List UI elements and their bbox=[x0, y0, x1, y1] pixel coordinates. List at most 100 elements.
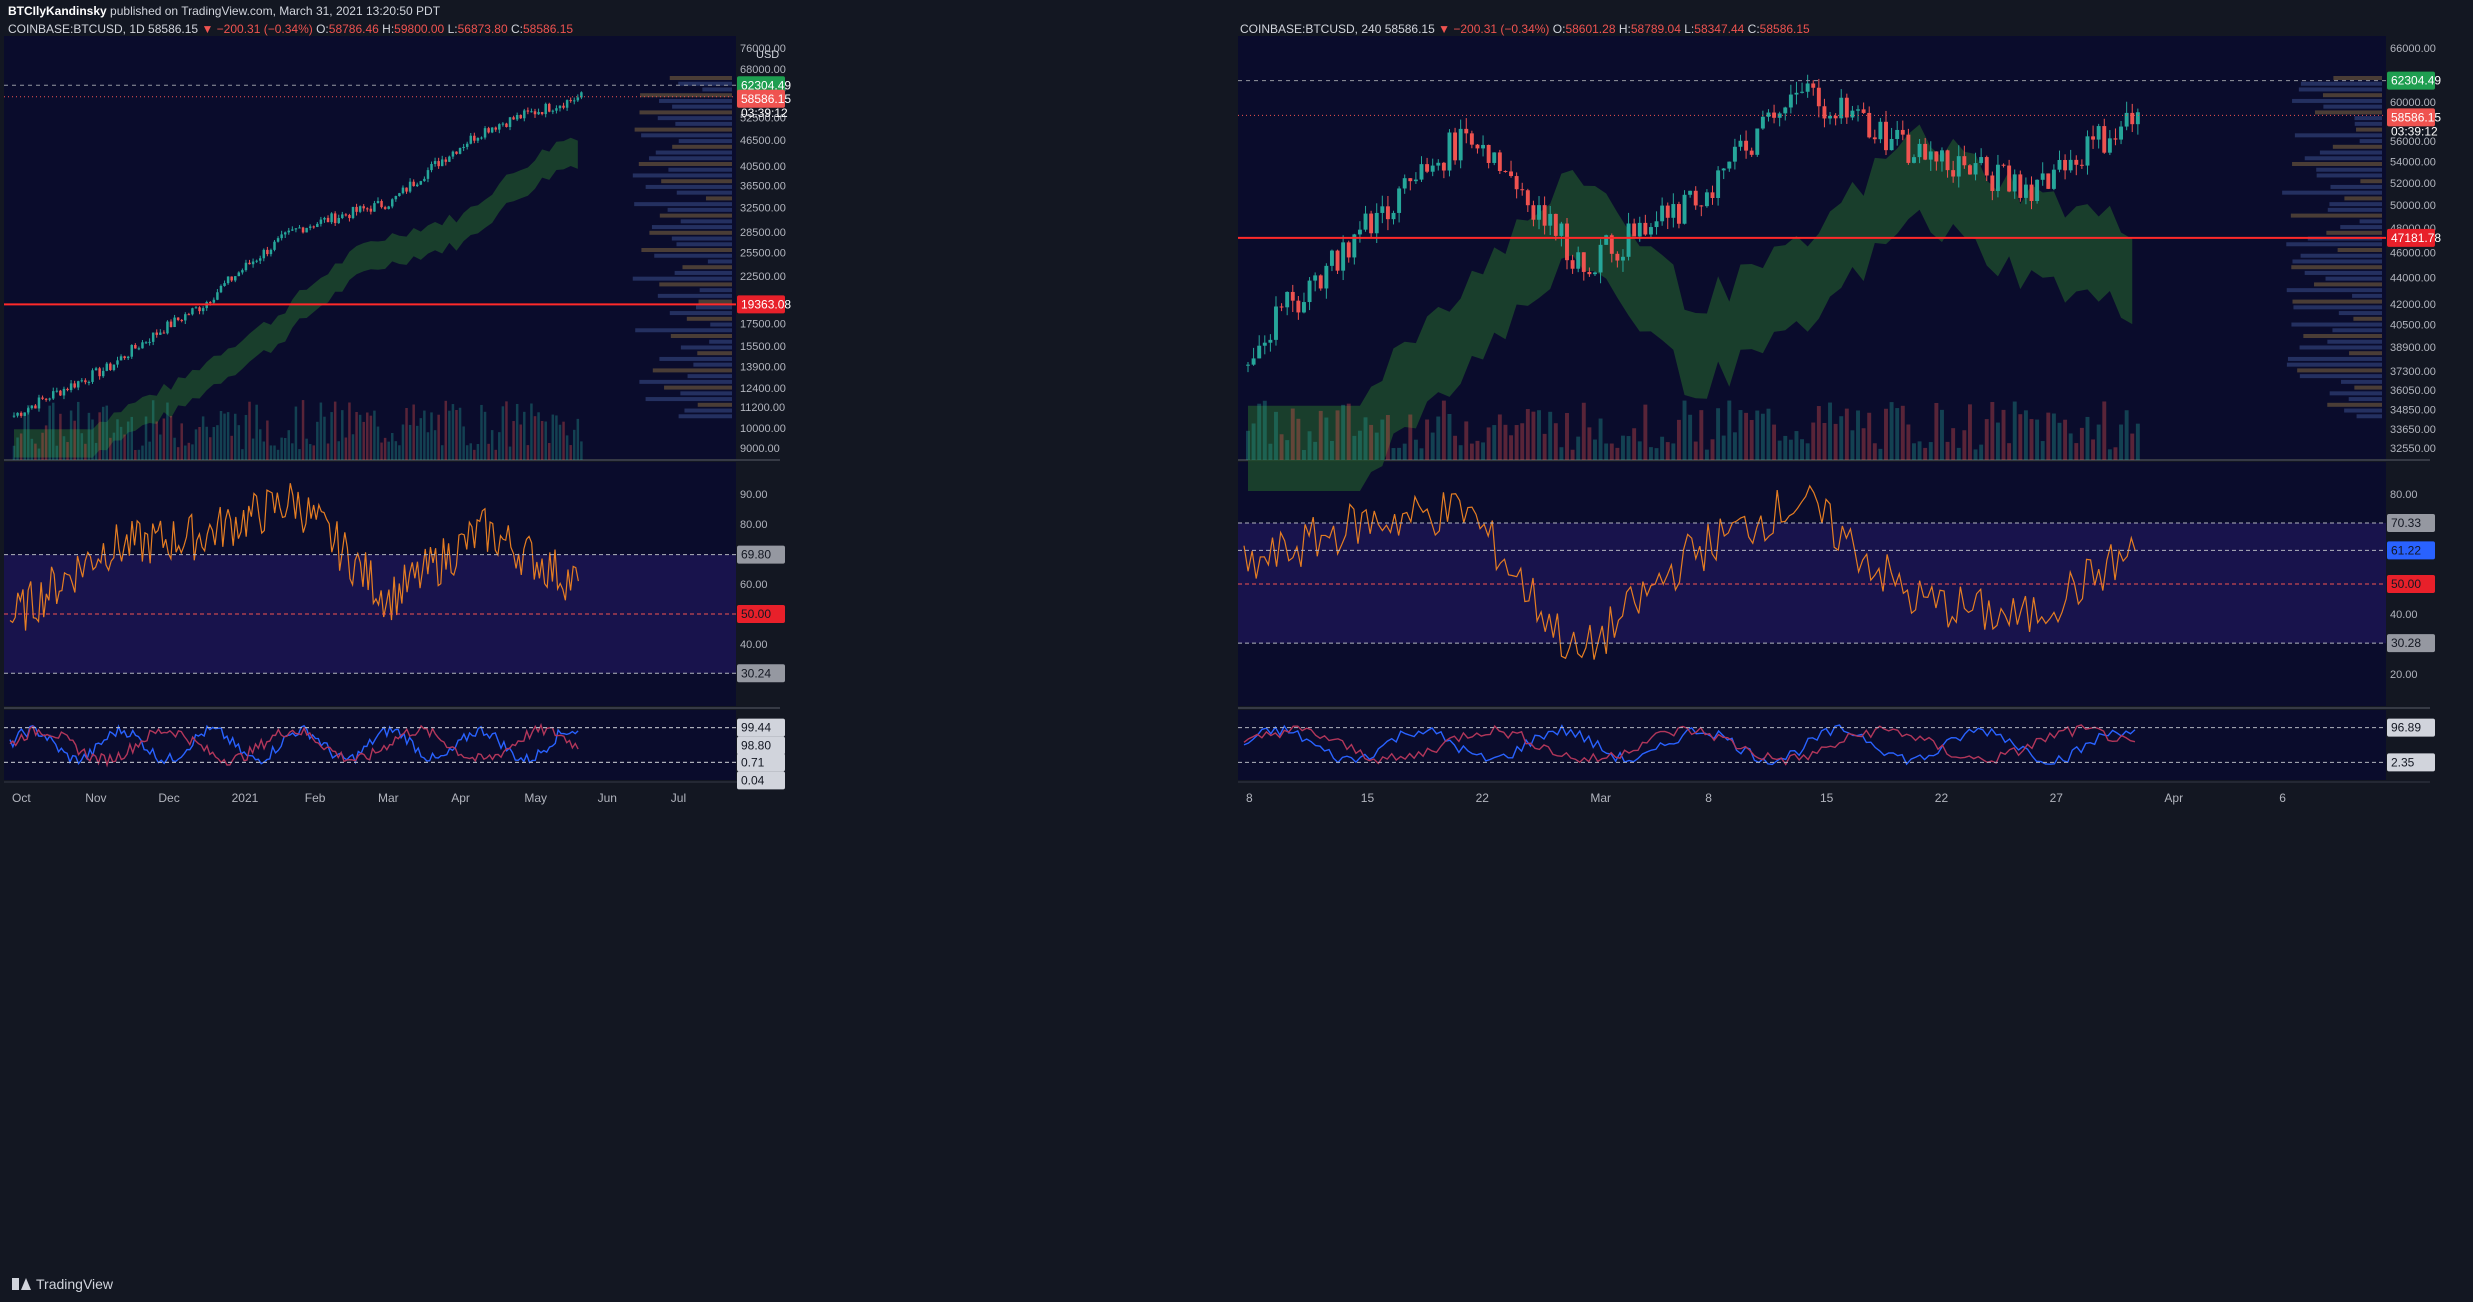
left-candle bbox=[373, 203, 376, 212]
symbol-name[interactable]: COINBASE:BTCUSD, 240 bbox=[1240, 22, 1382, 36]
left-volume-bar bbox=[269, 445, 273, 460]
left-volume-bar bbox=[294, 406, 298, 460]
right-volume-bar bbox=[2001, 409, 2006, 460]
left-volume-bar bbox=[408, 424, 412, 460]
right-volume-bar bbox=[1688, 414, 1693, 460]
right-candle bbox=[1956, 156, 1961, 177]
publish-info: published on TradingView.com, March 31, … bbox=[110, 4, 441, 18]
left-volume-bar bbox=[362, 421, 365, 460]
right-candle bbox=[1374, 212, 1379, 234]
left-candle bbox=[59, 390, 62, 396]
left-volume-bar bbox=[358, 414, 362, 460]
right-volume-bar bbox=[1559, 447, 1564, 460]
right-volume-bar bbox=[1425, 419, 1430, 460]
right-volume-bar bbox=[1274, 411, 1278, 460]
left-volume-bar bbox=[162, 418, 166, 460]
left-volume-profile-bar bbox=[657, 293, 732, 298]
brand-name[interactable]: TradingView bbox=[36, 1276, 114, 1292]
left-price-tick: 68000.00 bbox=[740, 64, 786, 76]
right-volume-profile-bar bbox=[2300, 81, 2382, 86]
left-volume-bar bbox=[537, 412, 540, 460]
right-candle bbox=[2040, 173, 2045, 180]
symbol-name[interactable]: COINBASE:BTCUSD, 1D bbox=[8, 22, 145, 36]
left-volume-bar bbox=[209, 437, 212, 460]
right-candle bbox=[1710, 192, 1715, 199]
left-candle bbox=[555, 108, 558, 111]
right-volume-bar bbox=[2135, 423, 2140, 460]
left-candle bbox=[91, 370, 94, 382]
right-candle bbox=[2130, 112, 2135, 125]
right-candle bbox=[1464, 128, 1469, 134]
left-candle bbox=[173, 317, 176, 328]
high-value: 58789.04 bbox=[1630, 22, 1681, 36]
right-volume-bar bbox=[1822, 422, 1827, 460]
right-volume-bar bbox=[2068, 433, 2073, 460]
right-volume-bar bbox=[1324, 417, 1329, 460]
right-volume-bar bbox=[1934, 402, 1939, 460]
left-volume-bar bbox=[112, 432, 116, 460]
left-volume-bar bbox=[101, 406, 105, 460]
low-value: 58347.44 bbox=[1694, 22, 1745, 36]
right-volume-bar bbox=[1800, 439, 1805, 460]
right-candle bbox=[1542, 205, 1547, 226]
left-volume-bar bbox=[116, 419, 119, 460]
left-rsi-level-tag-bg bbox=[737, 664, 785, 683]
right-volume-bar bbox=[1962, 430, 1967, 460]
right-volume-bar bbox=[1576, 436, 1581, 460]
author-name[interactable]: BTCIlyKandinsky bbox=[8, 4, 107, 18]
left-volume-bar bbox=[455, 410, 458, 460]
right-volume-profile-bar bbox=[2338, 311, 2382, 316]
left-volume-profile-bar bbox=[707, 259, 732, 264]
right-volume-bar bbox=[1766, 408, 1771, 460]
right-candle bbox=[1296, 300, 1301, 313]
right-volume-bar bbox=[1447, 413, 1452, 460]
right-candle bbox=[1794, 92, 1799, 95]
change-value: ▼ −200.31 (−0.34%) bbox=[201, 22, 313, 36]
left-volume-bar bbox=[84, 443, 87, 460]
right-price-tick: 38900.00 bbox=[2390, 342, 2436, 354]
right-volume-bar bbox=[1878, 448, 1883, 460]
right-candle bbox=[1391, 212, 1396, 220]
left-volume-bar bbox=[419, 418, 423, 460]
right-resistance-tag: 62304.49 bbox=[2391, 74, 2441, 88]
right-volume-bar bbox=[1699, 410, 1704, 460]
left-volume-bar bbox=[119, 426, 123, 460]
left-volume-bar bbox=[369, 415, 373, 460]
right-volume-bar bbox=[2051, 413, 2056, 460]
right-volume-bar bbox=[1469, 443, 1474, 460]
left-candle bbox=[166, 321, 169, 334]
right-stoch-tag: 96.89 bbox=[2391, 721, 2421, 735]
right-candle bbox=[1805, 83, 1810, 92]
left-candle bbox=[383, 207, 387, 209]
left-volume-profile-bar bbox=[639, 379, 732, 384]
left-volume-bar bbox=[201, 416, 205, 460]
right-candle bbox=[2068, 159, 2073, 171]
right-volume-bar bbox=[1542, 433, 1547, 460]
right-volume-bar bbox=[2018, 414, 2023, 460]
left-volume-bar bbox=[59, 413, 62, 460]
left-candle bbox=[351, 206, 355, 219]
open-value: 58601.28 bbox=[1565, 22, 1616, 36]
left-price-tick: 46500.00 bbox=[740, 135, 786, 147]
right-candle bbox=[1408, 178, 1413, 182]
left-rsi-level-tag-bg bbox=[737, 545, 785, 564]
right-volume-bar bbox=[1279, 434, 1284, 460]
left-volume-bar bbox=[323, 416, 326, 460]
left-candle bbox=[394, 196, 398, 200]
left-candle bbox=[287, 230, 291, 233]
left-volume-bar bbox=[52, 402, 55, 460]
left-candle bbox=[505, 123, 508, 127]
left-volume-profile-bar bbox=[671, 236, 732, 241]
left-candle bbox=[233, 276, 237, 281]
left-price-tick: 12400.00 bbox=[740, 383, 786, 395]
right-candle bbox=[1800, 91, 1805, 93]
left-volume-bar bbox=[330, 412, 333, 460]
left-candle bbox=[44, 398, 48, 400]
left-volume-bar bbox=[569, 445, 572, 460]
left-candle bbox=[565, 100, 569, 108]
left-volume-profile-bar bbox=[709, 339, 732, 344]
left-volume-profile-bar bbox=[659, 98, 732, 103]
left-rsi-level-tag: 69.80 bbox=[741, 548, 771, 562]
right-volume-profile-bar bbox=[2354, 385, 2382, 390]
